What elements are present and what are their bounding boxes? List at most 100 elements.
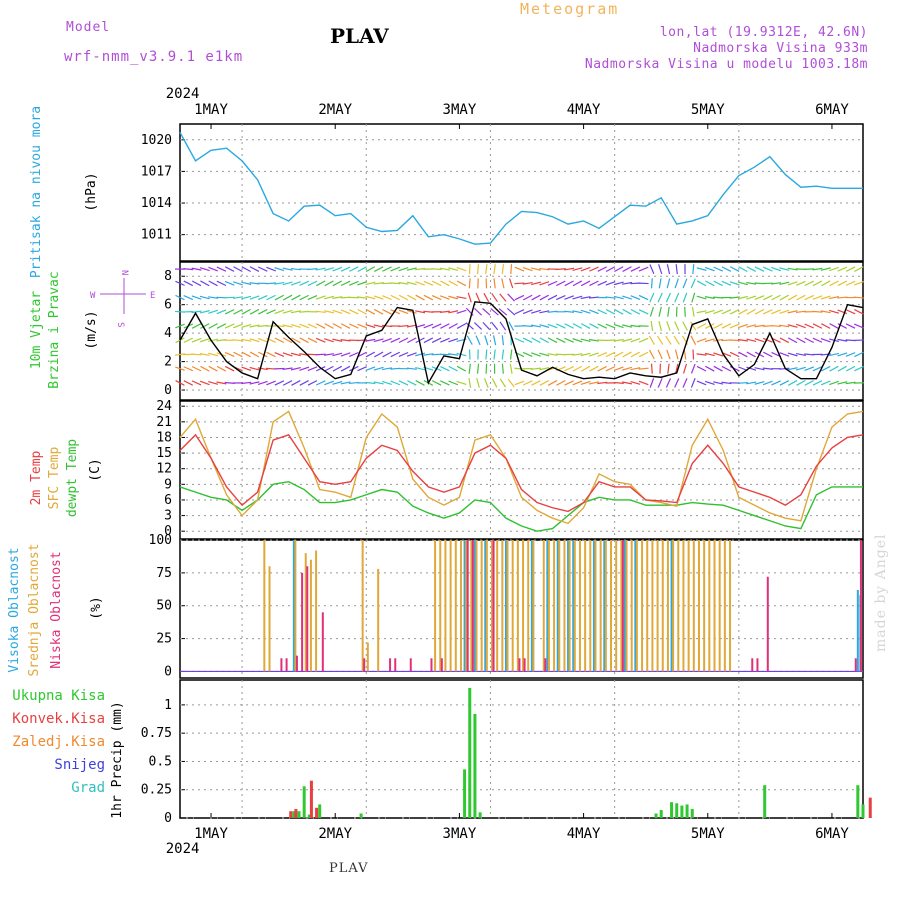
ytick-label-4: 50 <box>156 599 172 614</box>
ytick-label-5: 0.75 <box>141 726 172 741</box>
precip-bar <box>690 808 694 818</box>
day-label-top: 4MAY <box>567 102 601 118</box>
ytick-label-2: 8 <box>164 269 172 284</box>
day-label-bottom: 3MAY <box>443 826 477 842</box>
temp2m-line <box>179 433 864 513</box>
compass-west: W <box>90 291 96 301</box>
temp2m-axis-label: 2m Temp <box>29 450 44 505</box>
compass-east: E <box>150 291 155 301</box>
wind-axis-label-2: Brzina i Pravac <box>47 271 62 388</box>
ytick-label-2: 2 <box>164 355 172 370</box>
model-elevation-text: Nadmorska Visina u modelu 1003.18m <box>584 57 868 72</box>
day-label-bottom: 1MAY <box>194 826 228 842</box>
precip-bar <box>685 804 689 818</box>
cloud-unit-label: (%) <box>89 596 104 619</box>
precip-bar <box>680 805 684 818</box>
ytick-label-3: 0 <box>164 524 172 539</box>
ytick-label-1: 1017 <box>141 164 172 179</box>
footer-station: PLAV <box>329 861 369 876</box>
year-label-bottom: 2024 <box>166 841 200 857</box>
pressure-axis-label: Pritisak na nivou mora <box>29 106 44 278</box>
year-label-top: 2024 <box>166 86 200 102</box>
model-label: Model <box>66 20 111 35</box>
low-cloud-axis-label: Niska Oblacnost <box>49 551 64 668</box>
ytick-label-3: 15 <box>156 446 172 461</box>
day-label-bottom: 2MAY <box>318 826 352 842</box>
precip-bar <box>309 780 313 818</box>
elevation-text: Nadmorska Visina 933m <box>693 41 868 56</box>
precip-bar <box>359 813 363 818</box>
day-label-top: 3MAY <box>443 102 477 118</box>
precip-bar <box>297 811 301 818</box>
ytick-label-3: 3 <box>164 509 172 524</box>
ytick-label-4: 100 <box>149 533 172 548</box>
panel-frame-2 <box>179 261 864 401</box>
day-label-top: 2MAY <box>318 102 352 118</box>
ytick-label-3: 6 <box>164 493 172 508</box>
precip-bar <box>473 713 477 818</box>
compass-south: S <box>115 322 125 327</box>
wind-speed-line <box>179 301 864 385</box>
ytick-label-2: 4 <box>164 326 172 341</box>
precip-bar <box>302 786 306 818</box>
panel-frame-1 <box>179 123 864 262</box>
day-label-top: 5MAY <box>691 102 725 118</box>
wind-axis-label-1: 10m Vjetar <box>29 291 44 369</box>
meteogram-title: Meteogram <box>520 0 620 18</box>
precip-bar <box>315 807 319 818</box>
ytick-label-3: 21 <box>156 415 172 430</box>
precip-bar <box>763 785 767 818</box>
ytick-label-4: 75 <box>156 566 172 581</box>
panel-frame-3 <box>179 400 864 540</box>
sfc-axis-label: SFC Temp <box>47 447 62 510</box>
day-label-bottom: 6MAY <box>815 826 849 842</box>
panel-frame-5 <box>179 679 864 819</box>
precip-axis-label: 1hr Precip (mm) <box>110 701 125 818</box>
precip-bar <box>478 812 482 818</box>
ytick-label-5: 0 <box>164 811 172 826</box>
precip-legend-2: Konvek.Kisa <box>12 711 105 727</box>
ytick-label-4: 0 <box>164 664 172 679</box>
dew-axis-label: dewpt Temp <box>65 439 80 517</box>
precip-bar <box>654 813 658 818</box>
precip-bar <box>670 802 674 818</box>
ytick-label-1: 1011 <box>141 228 172 243</box>
panel-frame-4 <box>179 539 864 679</box>
pressure-line <box>179 132 863 245</box>
day-label-top: 1MAY <box>194 102 228 118</box>
ytick-label-1: 1020 <box>141 133 172 148</box>
ytick-label-5: 0.25 <box>141 783 172 798</box>
page-title: PLAV <box>330 24 389 48</box>
precip-bar <box>868 797 872 818</box>
ytick-label-3: 12 <box>156 462 172 477</box>
model-name: wrf-nmm_v3.9.1 e1km <box>64 49 244 65</box>
precip-bar <box>463 769 467 818</box>
wind-unit-label: (m/s) <box>84 310 99 349</box>
wind-barbs <box>174 264 864 388</box>
precip-bar <box>659 810 663 818</box>
precip-bar <box>289 811 293 818</box>
ytick-label-5: 1 <box>164 698 172 713</box>
high-cloud-axis-label: Visoka Oblacnost <box>7 547 22 672</box>
compass-north: N <box>119 270 129 275</box>
precip-bar <box>675 803 679 818</box>
ytick-label-2: 6 <box>164 298 172 313</box>
ytick-label-4: 25 <box>156 632 172 647</box>
precip-bar <box>292 811 296 818</box>
sfc-temp-line <box>179 410 864 525</box>
day-label-top: 6MAY <box>815 102 849 118</box>
ytick-label-3: 18 <box>156 430 172 445</box>
precip-bar <box>294 808 298 818</box>
day-label-bottom: 5MAY <box>691 826 725 842</box>
ytick-label-3: 24 <box>156 399 172 414</box>
precip-bar <box>856 785 860 818</box>
dewpoint-line <box>179 480 863 532</box>
precip-legend-1: Ukupna Kisa <box>12 688 105 704</box>
precip-legend-4: Snijeg <box>54 757 105 773</box>
precip-bar <box>861 804 865 818</box>
precip-bar <box>307 814 311 818</box>
ytick-label-3: 9 <box>164 477 172 492</box>
precip-bar <box>468 687 472 818</box>
coords-text: lon,lat (19.9312E, 42.6N) <box>659 25 868 40</box>
